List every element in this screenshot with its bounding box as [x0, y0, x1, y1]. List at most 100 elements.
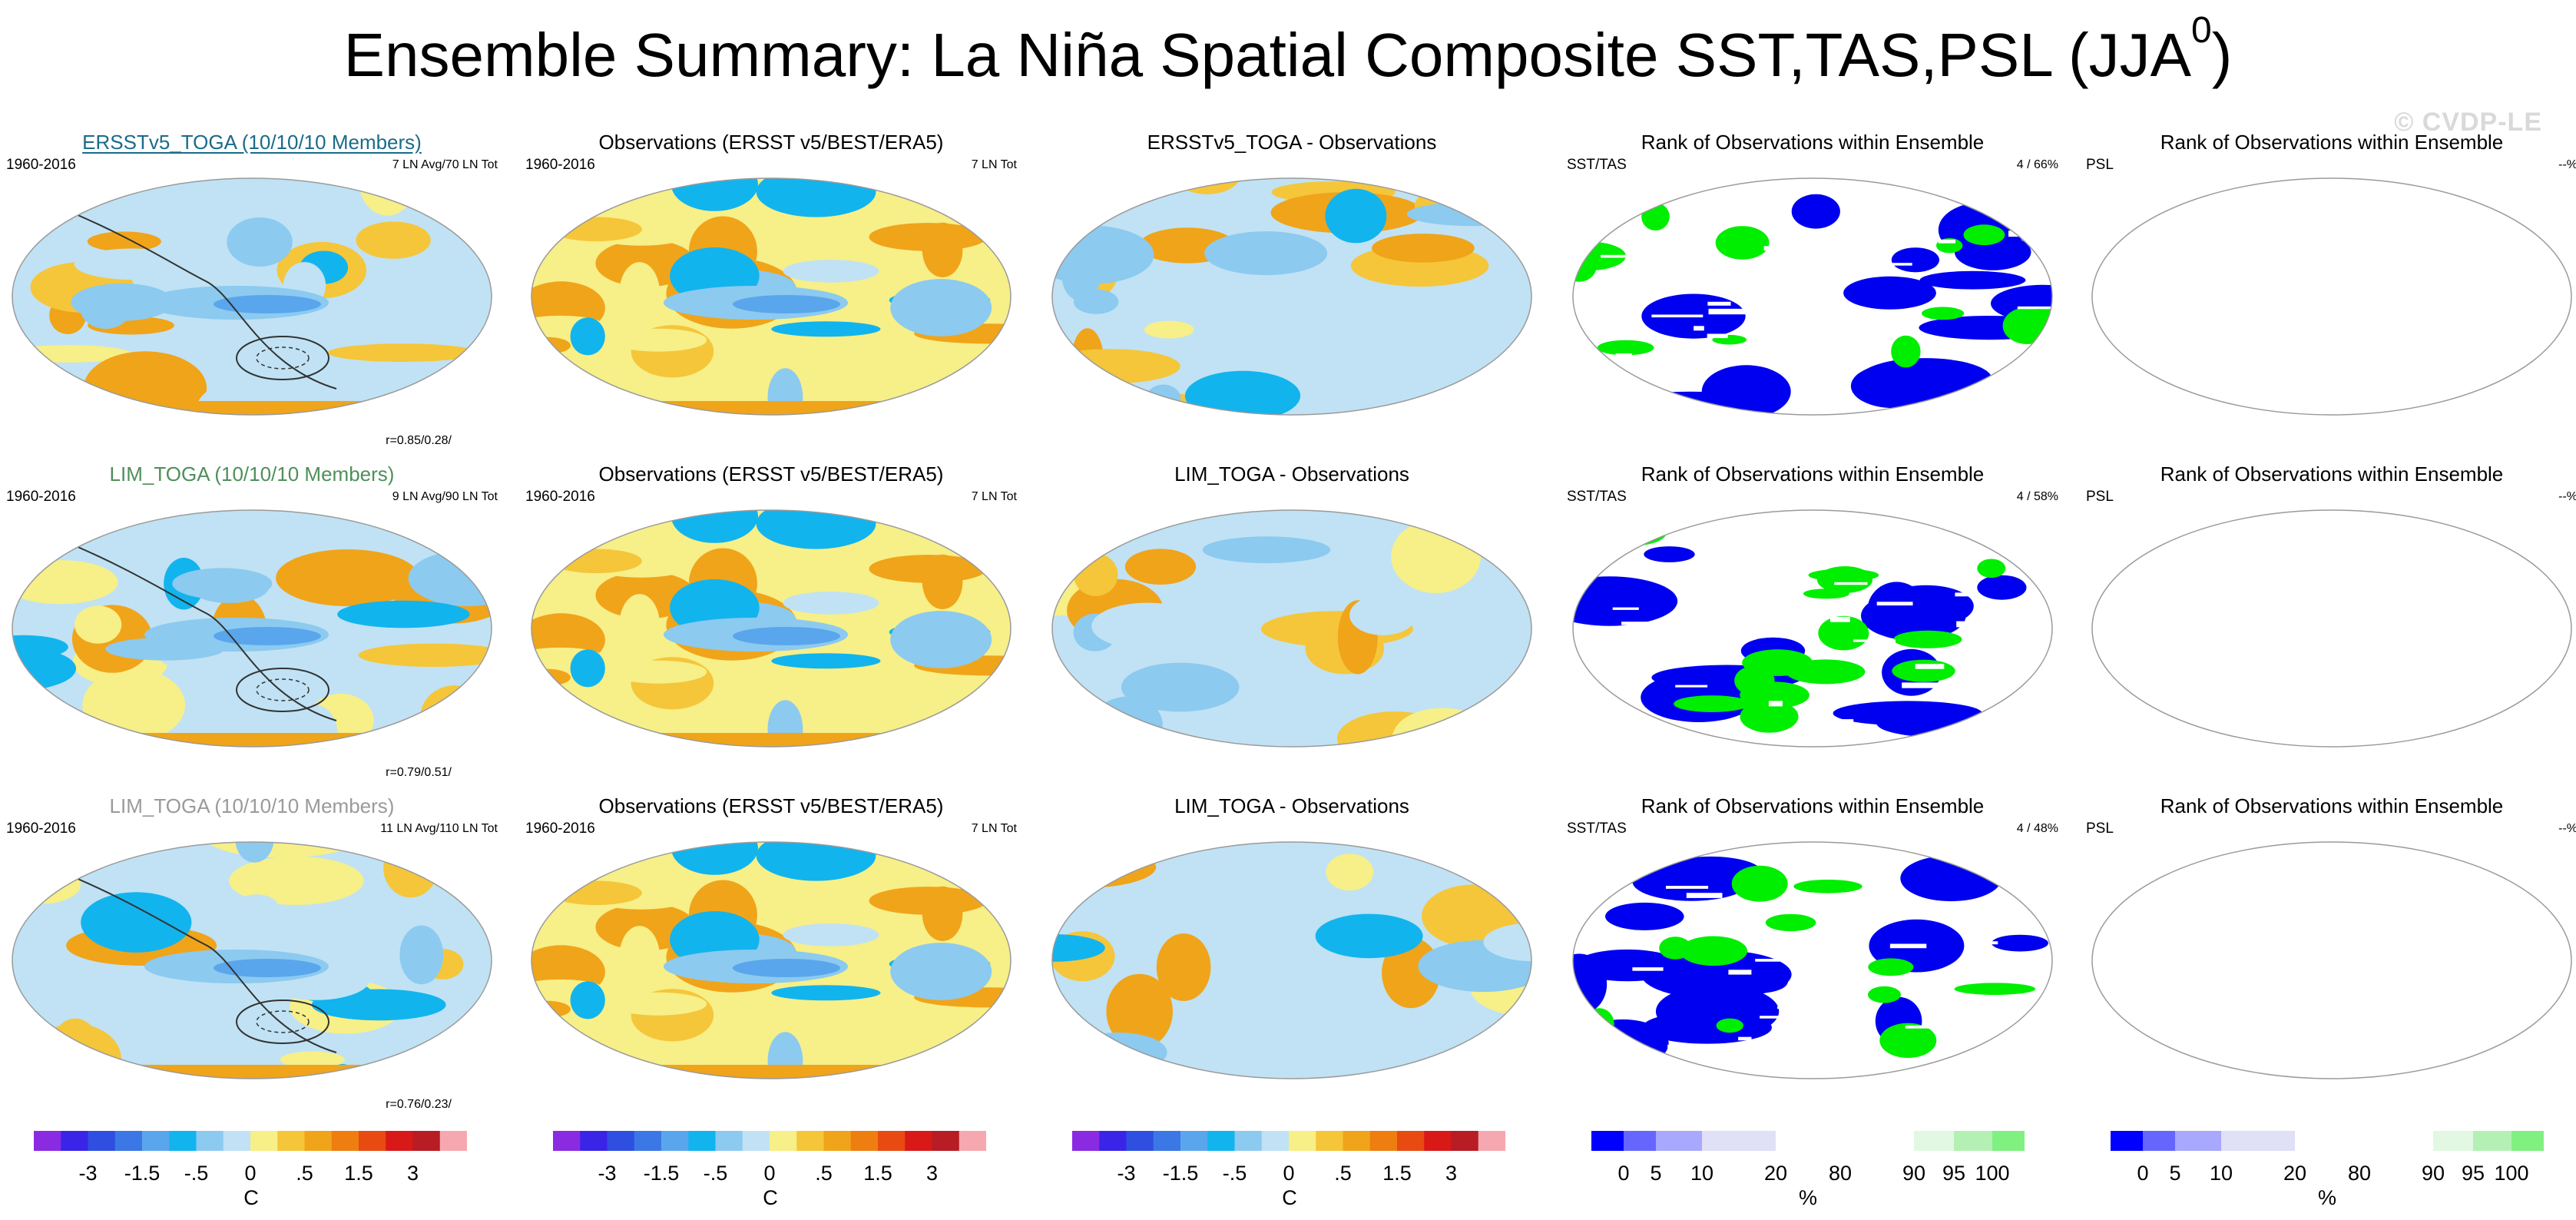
southern-band [12, 401, 492, 415]
warm-anomaly [1124, 549, 1197, 585]
rank-gap [1621, 622, 1668, 625]
cool-anomaly [1315, 913, 1423, 959]
rank-gap [1592, 1038, 1617, 1043]
rank-gap [1701, 197, 1711, 201]
cool-anomaly [1052, 711, 1071, 733]
rank-gap [2017, 306, 2052, 310]
colorbar-box [742, 1131, 770, 1151]
colorbar-tick-label: 5 [2169, 1162, 2181, 1185]
colorbar-box [1624, 1131, 1657, 1151]
panel-observations-row1: Observations (ERSST v5/BEST/ERA5) 1960-2… [525, 131, 1017, 453]
cool-anomaly [1069, 1033, 1167, 1072]
colorbar-temperature: -3 -1.5 -.5 0 .5 1.5 3 C [34, 1131, 467, 1215]
map-difference [1051, 177, 1532, 416]
colorbar-box [1776, 1131, 1841, 1151]
colorbar-box [715, 1131, 743, 1151]
rank-low-region [1644, 546, 1695, 562]
colorbar-box [1072, 1131, 1100, 1151]
rank-gap [1575, 867, 1593, 874]
colorbar-temperature: -3 -1.5 -.5 0 .5 1.5 3 C [1072, 1131, 1505, 1215]
panel-ensemble-row3: LIM_TOGA (10/10/10 Members) 1960-2016 11… [6, 794, 498, 1117]
colorbar-tick-label: 95 [1942, 1162, 1966, 1185]
rank-high-region [1573, 989, 1583, 1001]
colorbar-box [1343, 1131, 1371, 1151]
cool-anomaly [890, 611, 992, 668]
colorbar-box [959, 1131, 986, 1151]
psl-contour [51, 867, 337, 1053]
panel-title: Rank of Observations within Ensemble [2160, 462, 2504, 486]
cool-anomaly [570, 649, 605, 688]
warm-anomaly [229, 856, 364, 905]
rank-high-region [1793, 880, 1862, 893]
psl-contour-negative [256, 1010, 310, 1033]
colorbar-box [304, 1131, 333, 1151]
colorbar-unit: C [243, 1186, 259, 1209]
rank-low-region [1573, 713, 1604, 729]
colorbar-tick-label: 3 [1445, 1162, 1458, 1185]
colorbar-tick-label: 1.5 [1382, 1162, 1412, 1185]
rank-gap [2000, 680, 2039, 687]
colorbar-tick-label: .5 [1334, 1162, 1352, 1185]
cool-anomaly [1052, 871, 1074, 910]
cool-anomaly [81, 892, 192, 953]
colorbar-box [1914, 1131, 1955, 1151]
warm-anomaly [12, 865, 81, 904]
cool-anomaly [570, 317, 605, 356]
colorbar-tick-label: 20 [2283, 1162, 2307, 1185]
rank-gap [1753, 608, 1774, 614]
colorbar-tick-label: -3 [1117, 1162, 1136, 1185]
panel-title: Rank of Observations within Ensemble [1641, 131, 1985, 154]
colorbar-tick-label: -.5 [703, 1162, 728, 1185]
cool-anomaly [1091, 602, 1204, 650]
panel-ensemble-row1: ERSSTv5_TOGA (10/10/10 Members) 1960-201… [6, 131, 498, 453]
colorbar-tick-label: 3 [925, 1162, 939, 1185]
map-field [531, 178, 1011, 415]
colorbar-tick-label: -3 [78, 1162, 98, 1185]
variable-label: PSL [2086, 489, 2114, 505]
cool-anomaly [1204, 231, 1328, 276]
figure-title: Ensemble Summary: La Niña Spatial Compos… [343, 10, 2233, 90]
map-rank-sst [1572, 177, 2053, 416]
rank-high-region [1573, 218, 1595, 250]
map-border [531, 509, 1012, 748]
map-field [1573, 842, 2052, 1079]
warm-anomaly [1391, 519, 1482, 593]
rank-low-region [1995, 383, 2052, 399]
map-border [1051, 177, 1532, 416]
map-observations [531, 841, 1012, 1079]
rank-gap [1905, 1025, 1932, 1029]
colorbar-box [1369, 1131, 1398, 1151]
warm-anomaly [922, 886, 963, 941]
variable-label: SST/TAS [1567, 821, 1627, 837]
warm-anomaly [922, 554, 963, 609]
rank-high-region [1674, 695, 1750, 712]
warm-anomaly [327, 343, 478, 362]
colorbar-unit: C [1282, 1186, 1297, 1209]
map-field [1052, 178, 1531, 415]
panel-ensemble-row2: LIM_TOGA (10/10/10 Members) 1960-2016 9 … [6, 462, 498, 785]
cool-anomaly [1160, 1070, 1202, 1079]
colorbar-box [1992, 1131, 2025, 1151]
colorbar-tick-label: 100 [1975, 1162, 2010, 1185]
rank-gap [1612, 607, 1639, 610]
colorbar-tick-label: 5 [1650, 1162, 1662, 1185]
colorbar-box [796, 1131, 825, 1151]
colorbar-tick-label: 1.5 [863, 1162, 892, 1185]
nino-cold-core [733, 627, 840, 645]
map-ensemble [12, 509, 492, 748]
rank-gap [1575, 232, 1595, 238]
rank-gap [1876, 602, 1913, 606]
cool-anomaly [783, 592, 879, 615]
rank-gap [1938, 239, 1955, 244]
rank-high-region [1679, 936, 1747, 966]
map-border [1051, 841, 1532, 1079]
warm-anomaly [922, 222, 963, 277]
colorbar-tick-label: 0 [1617, 1162, 1630, 1185]
period-label: 1960-2016 [525, 157, 595, 173]
colorbar-tick-label: 0 [2137, 1162, 2149, 1185]
rank-gap [1675, 685, 1708, 688]
rank-gap [1800, 1013, 1841, 1016]
warm-anomaly [619, 262, 661, 326]
cool-anomaly [1146, 384, 1181, 413]
correlation-label: r=0.79/0.51/ [386, 766, 452, 779]
